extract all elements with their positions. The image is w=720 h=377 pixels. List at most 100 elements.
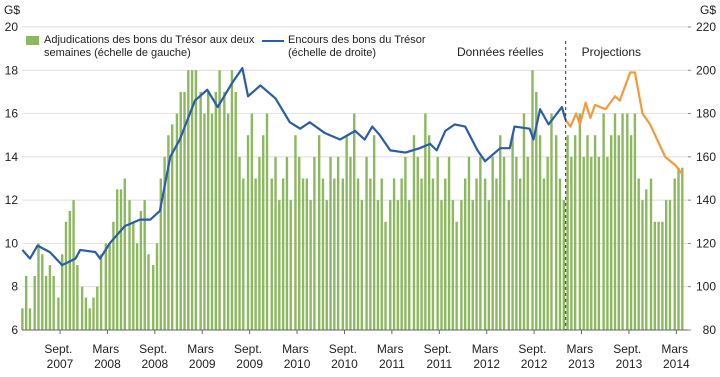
y-axis-title: G$ bbox=[4, 3, 20, 17]
bar bbox=[187, 70, 190, 331]
x-tick-label: Mars 2011 bbox=[377, 342, 407, 371]
bar bbox=[436, 156, 439, 330]
bar bbox=[345, 135, 348, 330]
bar bbox=[317, 135, 321, 330]
bar bbox=[28, 308, 32, 330]
bar bbox=[649, 178, 653, 330]
bar bbox=[558, 178, 562, 330]
bar bbox=[246, 135, 250, 330]
bar bbox=[175, 113, 179, 330]
x-tick-label: Sept. 2008 bbox=[139, 342, 170, 371]
x-tick-label: Sept. 2010 bbox=[329, 342, 360, 371]
bar bbox=[44, 275, 48, 330]
x-tick-label: Mars 2008 bbox=[92, 342, 122, 371]
x-tick-label: Mars 2014 bbox=[661, 342, 691, 371]
bar bbox=[369, 178, 372, 330]
legend-label: Encours des bons du Trésor (échelle de d… bbox=[288, 34, 426, 59]
bar bbox=[400, 178, 403, 330]
legend-swatch bbox=[26, 36, 39, 45]
bar bbox=[218, 70, 221, 331]
bar bbox=[491, 156, 494, 330]
bar bbox=[104, 243, 108, 330]
bar bbox=[479, 156, 482, 330]
bar bbox=[578, 113, 582, 330]
y2-tick-label: 180 bbox=[696, 107, 716, 121]
bar bbox=[123, 178, 126, 330]
annotation: Données réelles bbox=[457, 45, 544, 59]
bar bbox=[412, 135, 416, 330]
y2-tick-label: 160 bbox=[696, 150, 716, 164]
y-tick-label: 12 bbox=[5, 193, 19, 207]
bar bbox=[203, 113, 206, 330]
bar bbox=[542, 178, 546, 330]
bar bbox=[657, 221, 660, 330]
y2-tick-label: 220 bbox=[696, 20, 716, 34]
bar bbox=[617, 135, 620, 330]
legend-label: Adjudications des bons du Trésor aux deu… bbox=[44, 34, 255, 59]
x-tick-label: Sept. 2007 bbox=[44, 342, 75, 371]
bar bbox=[389, 200, 392, 330]
bar bbox=[507, 200, 510, 330]
bar bbox=[515, 156, 518, 330]
bar bbox=[294, 135, 297, 330]
bar bbox=[278, 200, 281, 330]
bar bbox=[641, 200, 644, 330]
bar bbox=[305, 178, 309, 330]
bar bbox=[637, 178, 640, 330]
bar bbox=[495, 178, 498, 330]
y-tick-label: 20 bbox=[5, 20, 19, 34]
bar bbox=[502, 156, 506, 330]
bar bbox=[444, 178, 447, 330]
bar bbox=[329, 156, 332, 330]
bar bbox=[463, 178, 467, 330]
bar bbox=[214, 91, 218, 330]
bar bbox=[72, 200, 75, 330]
bar bbox=[76, 265, 79, 330]
bar bbox=[590, 156, 593, 330]
bar bbox=[404, 156, 407, 330]
bar bbox=[440, 200, 443, 330]
bar bbox=[471, 200, 474, 330]
bar bbox=[538, 135, 542, 330]
bar bbox=[265, 113, 269, 330]
bar bbox=[396, 200, 400, 330]
bar bbox=[258, 156, 261, 330]
bar bbox=[301, 178, 305, 330]
bar bbox=[274, 156, 277, 330]
y2-tick-label: 100 bbox=[696, 280, 716, 294]
legend-swatch bbox=[262, 40, 284, 42]
bar bbox=[483, 178, 487, 330]
bar bbox=[341, 178, 345, 330]
bar bbox=[234, 91, 237, 330]
bar bbox=[159, 178, 163, 330]
bar bbox=[593, 135, 597, 330]
line bbox=[564, 71, 684, 175]
bar bbox=[408, 200, 411, 330]
bar bbox=[250, 113, 254, 330]
bar bbox=[664, 200, 668, 330]
bar bbox=[353, 113, 356, 330]
bar bbox=[309, 200, 312, 330]
y-tick-label: 16 bbox=[5, 107, 19, 121]
annotation: Projections bbox=[582, 45, 641, 59]
bar bbox=[661, 221, 664, 330]
bar bbox=[555, 135, 558, 330]
bar bbox=[108, 243, 111, 330]
bar bbox=[487, 200, 491, 330]
bar bbox=[119, 189, 123, 330]
bar bbox=[289, 200, 292, 330]
bar bbox=[376, 200, 380, 330]
bar bbox=[333, 178, 336, 330]
y2-axis-title: G$ bbox=[700, 3, 716, 17]
bar bbox=[451, 200, 455, 330]
bar bbox=[380, 178, 383, 330]
bar bbox=[431, 178, 435, 330]
bar bbox=[99, 254, 103, 330]
bar bbox=[155, 243, 159, 330]
bar bbox=[535, 91, 538, 330]
bar bbox=[582, 156, 585, 330]
bar bbox=[33, 275, 36, 330]
bar bbox=[68, 210, 71, 330]
